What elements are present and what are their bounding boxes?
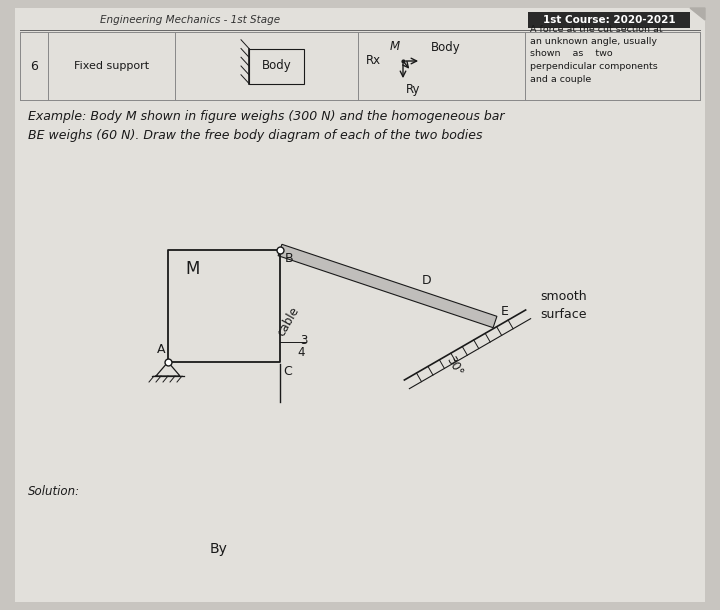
Bar [528, 12, 690, 28]
Text: 3: 3 [300, 334, 307, 346]
Text: D: D [421, 274, 431, 287]
Text: A force at the cut section at
an unknown angle, usually
shown    as    two
perpe: A force at the cut section at an unknown… [530, 24, 662, 84]
Text: M: M [185, 260, 199, 278]
Text: Body: Body [431, 40, 461, 54]
Text: Body: Body [261, 60, 292, 73]
Text: smooth
surface: smooth surface [540, 290, 587, 320]
Polygon shape [690, 8, 705, 20]
Text: Example: Body M shown in figure weighs (300 N) and the homogeneous bar
BE weighs: Example: Body M shown in figure weighs (… [28, 110, 505, 142]
Text: B: B [285, 252, 294, 265]
Text: 4: 4 [297, 345, 305, 359]
Text: 1st Course: 2020-2021: 1st Course: 2020-2021 [543, 15, 675, 25]
Bar [249, 49, 304, 84]
Text: M: M [390, 40, 400, 54]
Text: Rx: Rx [366, 54, 381, 68]
Text: E: E [501, 305, 509, 318]
Text: cable: cable [274, 305, 302, 339]
Polygon shape [278, 245, 497, 328]
Text: Fixed support: Fixed support [74, 61, 149, 71]
Text: Ry: Ry [406, 83, 420, 96]
Text: Solution:: Solution: [28, 485, 80, 498]
Text: Engineering Mechanics - 1st Stage: Engineering Mechanics - 1st Stage [100, 15, 280, 25]
Text: A: A [156, 343, 165, 356]
Text: C: C [283, 365, 292, 378]
Text: By: By [210, 542, 228, 556]
Text: 6: 6 [30, 60, 38, 73]
Text: 30°: 30° [443, 354, 464, 379]
